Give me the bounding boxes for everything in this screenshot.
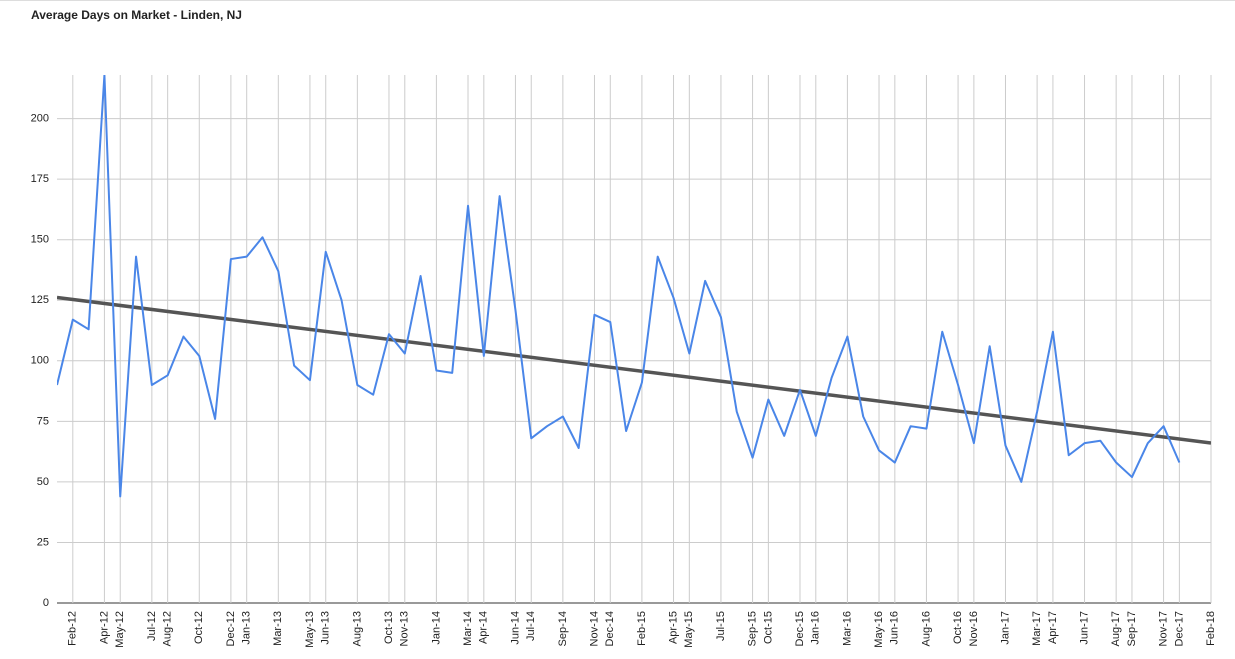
x-tick-label: Jun-17 xyxy=(1078,611,1090,645)
x-tick-label: Mar-17 xyxy=(1031,611,1043,646)
x-tick-label: Apr-17 xyxy=(1047,611,1059,644)
y-tick-label: 125 xyxy=(31,294,49,306)
x-tick-label: Mar-13 xyxy=(272,611,284,646)
x-tick-label: Apr-15 xyxy=(667,611,679,644)
x-tick-label: Jul-12 xyxy=(146,611,158,641)
x-tick-label: Nov-13 xyxy=(399,611,411,646)
x-tick-label: Jan-16 xyxy=(810,611,822,645)
x-tick-label: Nov-17 xyxy=(1157,611,1169,646)
x-tick-label: May-16 xyxy=(873,611,885,648)
x-tick-label: Dec-14 xyxy=(604,611,616,646)
x-tick-label: Oct-16 xyxy=(952,611,964,644)
trendline xyxy=(57,295,1211,445)
chart-title: Average Days on Market - Linden, NJ xyxy=(31,8,242,22)
x-tick-label: May-12 xyxy=(114,611,126,648)
x-tick-label: Feb-12 xyxy=(67,611,79,646)
data-line xyxy=(57,75,1181,498)
x-tick-label: Nov-14 xyxy=(588,611,600,646)
x-tick-label: May-13 xyxy=(304,611,316,648)
x-tick-label: Aug-13 xyxy=(351,611,363,646)
x-tick-label: Mar-14 xyxy=(462,611,474,646)
x-tick-label: Apr-14 xyxy=(478,611,490,644)
x-tick-label: Sep-15 xyxy=(746,611,758,646)
x-tick-label: Jun-13 xyxy=(320,611,332,645)
x-tick-label: Dec-15 xyxy=(794,611,806,646)
x-tick-label: Aug-17 xyxy=(1110,611,1122,646)
x-tick-label: Oct-12 xyxy=(193,611,205,644)
x-tick-label: Dec-12 xyxy=(225,611,237,646)
x-tick-label: Sep-14 xyxy=(557,611,569,646)
y-tick-label: 100 xyxy=(31,355,49,367)
x-tick-label: Jul-15 xyxy=(715,611,727,641)
x-tick-label: Jan-13 xyxy=(241,611,253,645)
y-tick-label: 175 xyxy=(31,173,49,185)
x-tick-label: Nov-16 xyxy=(968,611,980,646)
x-tick-label: Oct-13 xyxy=(383,611,395,644)
x-tick-label: Feb-15 xyxy=(636,611,648,646)
y-tick-label: 150 xyxy=(31,234,49,246)
x-tick-label: Jul-14 xyxy=(525,611,537,641)
x-tick-label: Jan-14 xyxy=(430,611,442,645)
x-tick-label: Dec-17 xyxy=(1173,611,1185,646)
x-tick-label: Jun-14 xyxy=(509,611,521,645)
x-tick-label: Aug-12 xyxy=(162,611,174,646)
x-tick-label: Jan-17 xyxy=(999,611,1011,645)
y-tick-label: 0 xyxy=(43,597,49,609)
y-tick-label: 75 xyxy=(37,415,49,427)
x-tick-label: Apr-12 xyxy=(98,611,110,644)
y-tick-label: 50 xyxy=(37,476,49,488)
x-tick-label: May-15 xyxy=(683,611,695,648)
x-tick-label: Jun-16 xyxy=(889,611,901,645)
x-tick-label: Oct-15 xyxy=(762,611,774,644)
x-tick-label: Feb-18 xyxy=(1205,611,1217,646)
x-tick-label: Aug-16 xyxy=(920,611,932,646)
y-tick-label: 25 xyxy=(37,536,49,548)
x-tick-label: Mar-16 xyxy=(841,611,853,646)
y-tick-label: 200 xyxy=(31,113,49,125)
x-tick-label: Sep-17 xyxy=(1126,611,1138,646)
